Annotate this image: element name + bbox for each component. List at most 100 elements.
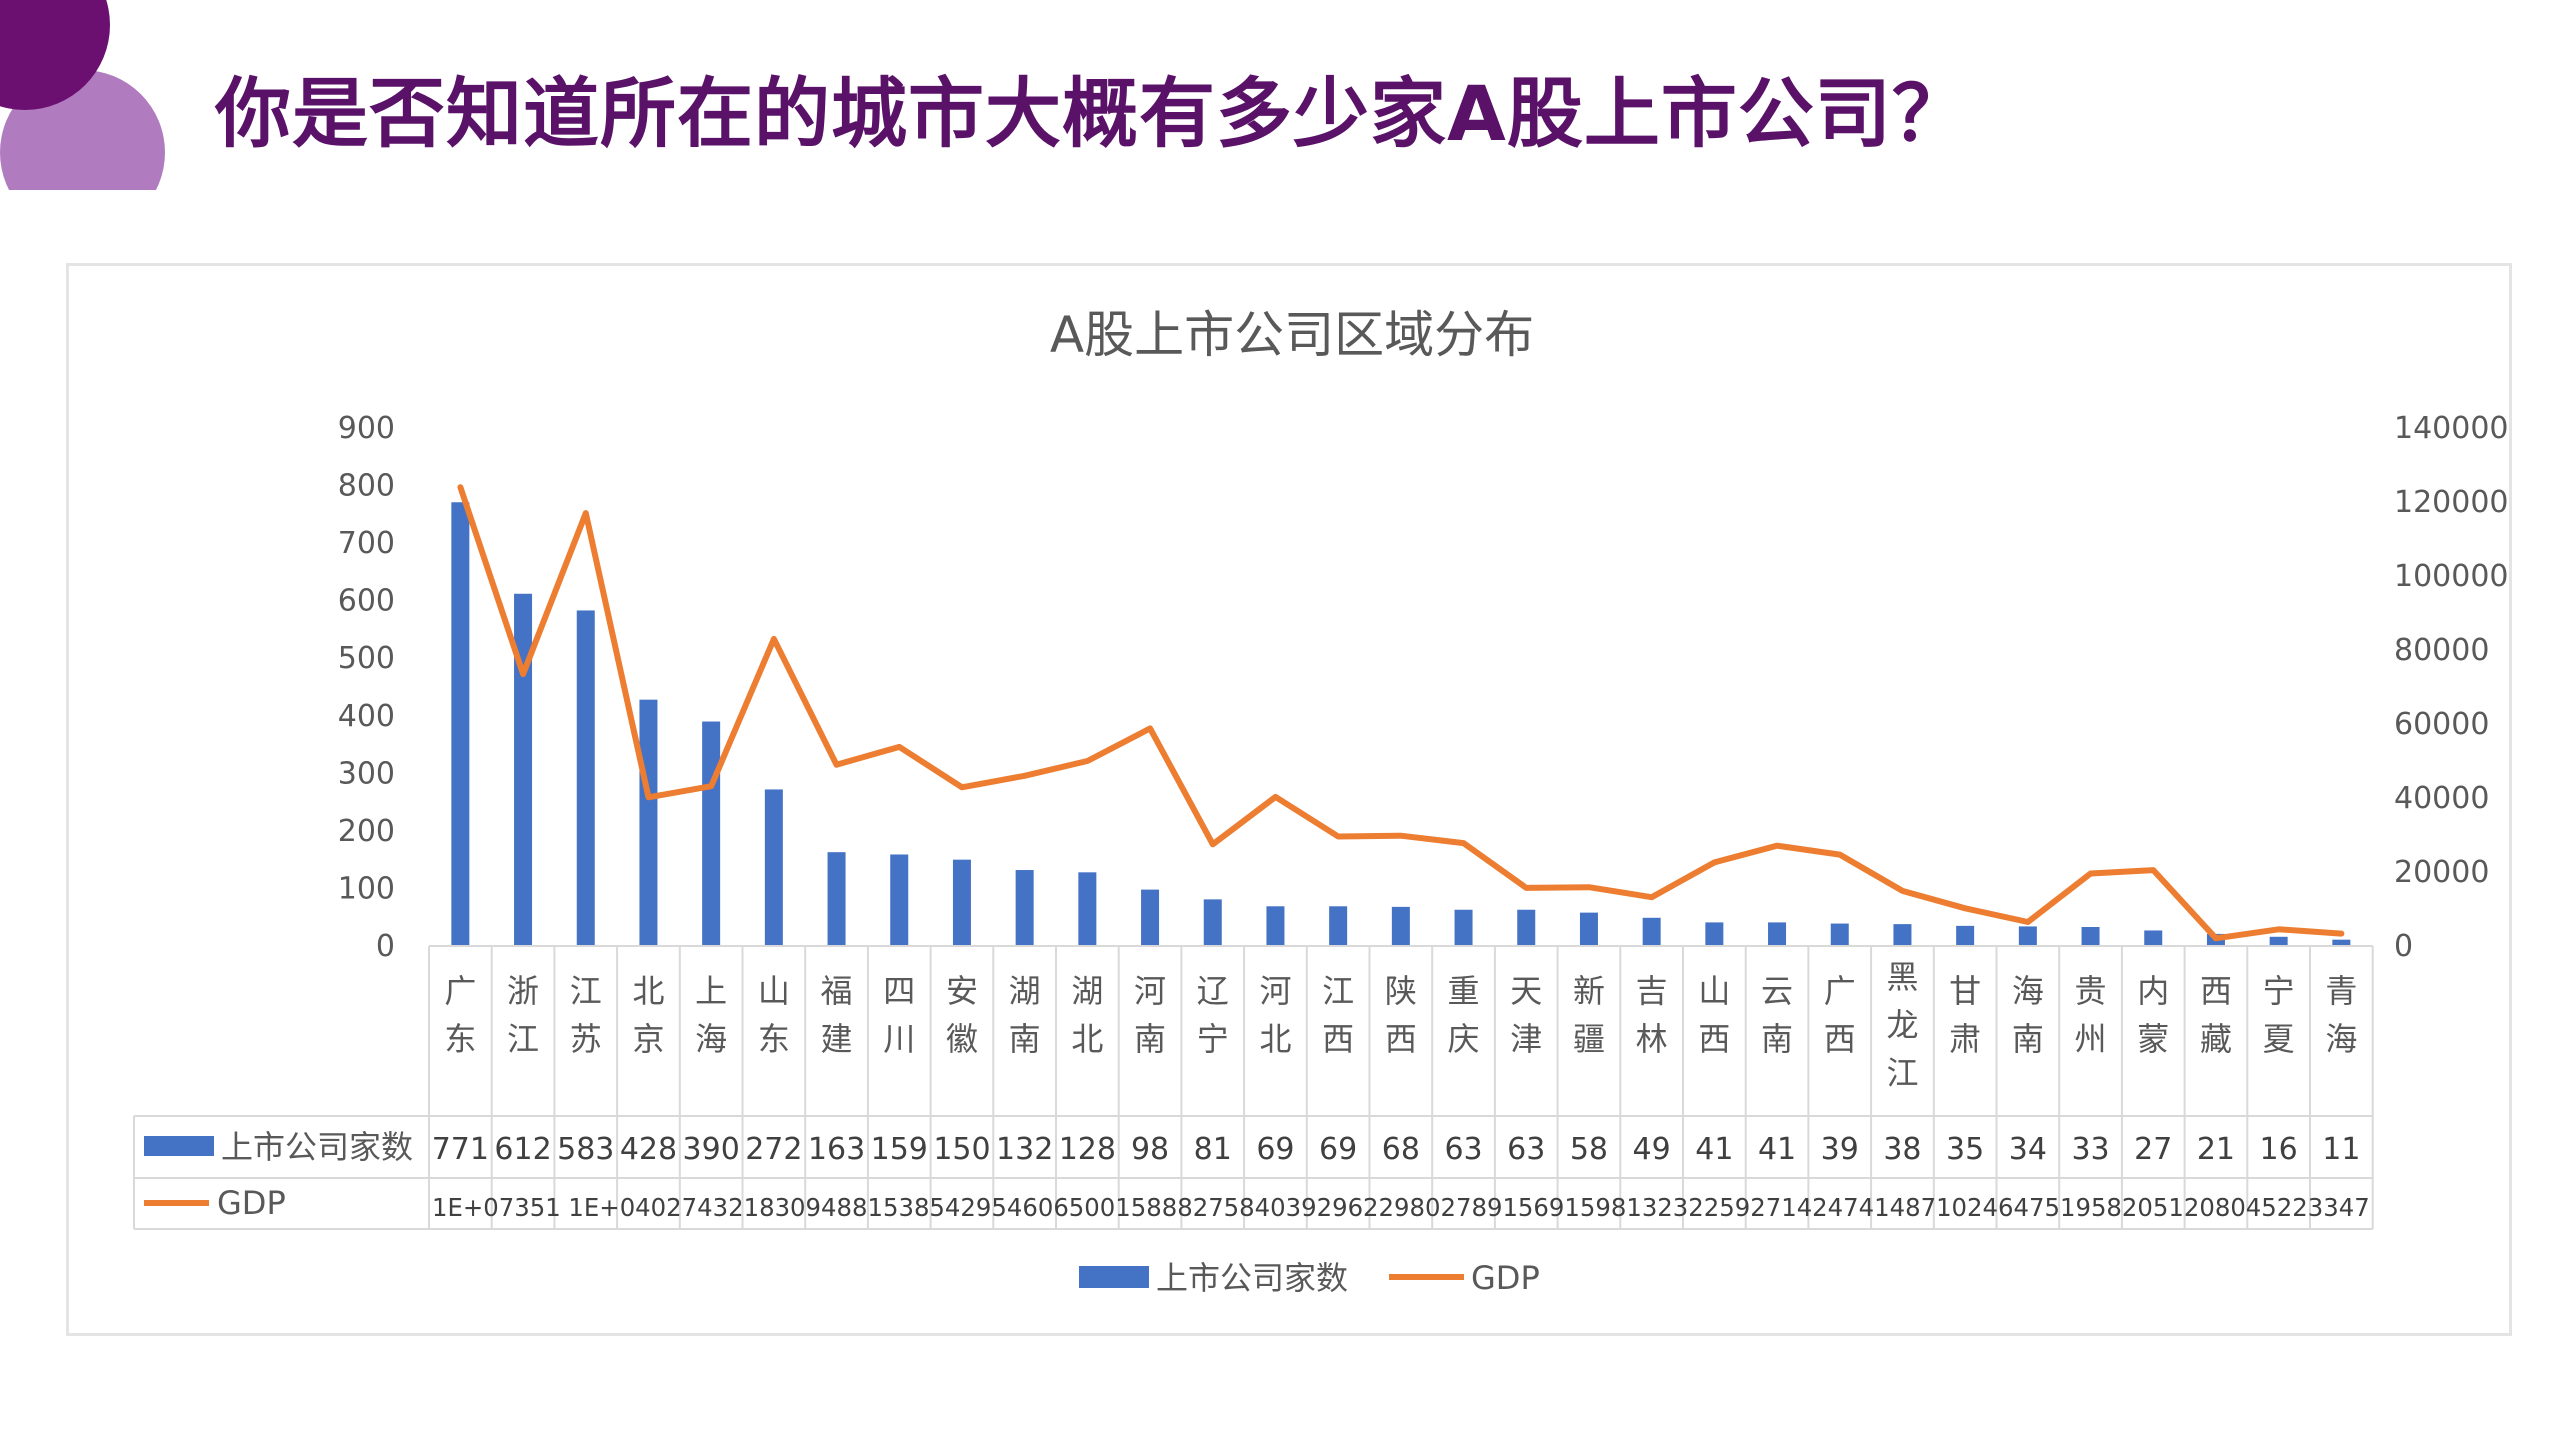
bar — [2144, 930, 2163, 946]
gdp-line — [457, 484, 2345, 942]
line-series — [457, 484, 2345, 942]
bar — [1642, 917, 1661, 946]
gdp-point — [1837, 852, 1842, 857]
gdp-point — [959, 785, 964, 790]
table-row-header: GDP — [217, 1184, 286, 1222]
gdp-point — [1586, 885, 1591, 890]
table-cell: 49 — [1633, 1132, 1671, 1167]
table-cell: 69 — [1319, 1132, 1357, 1167]
bar — [1078, 872, 1097, 946]
category-label: 江苏 — [570, 972, 602, 1058]
gdp-point — [771, 636, 776, 641]
table-cell: 11 — [2322, 1132, 2360, 1167]
category-label: 广西 — [1824, 972, 1856, 1058]
table-cell: 81 — [1194, 1132, 1232, 1167]
category-label: 湖北 — [1071, 972, 1103, 1058]
bar — [2332, 939, 2351, 946]
gdp-point — [2151, 868, 2156, 873]
table-cell: 41 — [1758, 1132, 1796, 1167]
category-label: 重庆 — [1448, 972, 1480, 1058]
gdp-point — [2213, 936, 2218, 941]
bar — [2018, 926, 2037, 946]
category-label: 辽宁 — [1197, 972, 1229, 1058]
gdp-point — [1649, 895, 1654, 900]
gdp-point — [1712, 860, 1717, 865]
gdp-point — [1210, 842, 1215, 847]
table-row-header: 上市公司家数 — [221, 1128, 413, 1166]
category-label: 北京 — [632, 972, 664, 1058]
category-label: 上海 — [695, 972, 727, 1058]
bar — [890, 854, 909, 946]
gdp-point — [521, 672, 526, 677]
right-tick-label: 100000 — [2394, 559, 2509, 594]
table-legend-bar-swatch — [144, 1136, 214, 1156]
category-label: 海南 — [2012, 972, 2044, 1058]
bar — [451, 502, 470, 946]
legend-label: 上市公司家数 — [1156, 1259, 1348, 1297]
bar — [1830, 923, 1849, 946]
bar — [1768, 922, 1787, 946]
table-cell: 98 — [1131, 1132, 1169, 1167]
gdp-point — [2025, 920, 2030, 925]
category-label: 贵州 — [2075, 972, 2107, 1058]
category-label: 天津 — [1510, 972, 1542, 1058]
gdp-point — [1524, 885, 1529, 890]
category-label: 云南 — [1761, 972, 1793, 1058]
gdp-point — [2088, 871, 2093, 876]
category-label: 黑龙江 — [1886, 958, 1918, 1092]
gdp-point — [583, 511, 588, 516]
gdp-point — [1775, 843, 1780, 848]
bar — [576, 610, 595, 946]
left-tick-label: 300 — [338, 756, 395, 791]
bar — [1893, 924, 1912, 946]
category-label: 内蒙 — [2137, 972, 2169, 1058]
bar — [1579, 912, 1598, 946]
gdp-point — [1398, 833, 1403, 838]
table-cell: 35 — [1946, 1132, 1984, 1167]
bar — [639, 699, 658, 946]
gdp-point — [1085, 759, 1090, 763]
table-cell: 27 — [2134, 1132, 2172, 1167]
table-cell: 428 — [620, 1132, 677, 1167]
table-cell: 33 — [2071, 1132, 2109, 1167]
table-cell: 390 — [683, 1132, 740, 1167]
left-tick-label: 0 — [376, 929, 395, 964]
bar — [952, 859, 971, 946]
gdp-point — [2339, 931, 2344, 936]
table-cell: 150 — [933, 1132, 990, 1167]
category-label: 广东 — [444, 972, 476, 1058]
right-tick-label: 140000 — [2394, 411, 2509, 446]
left-tick-label: 900 — [338, 411, 395, 446]
bar — [1705, 922, 1724, 946]
table-cell: 132 — [996, 1132, 1053, 1167]
table-cell: 583 — [557, 1132, 614, 1167]
bar — [1391, 906, 1410, 946]
left-tick-label: 700 — [338, 526, 395, 561]
gdp-point — [1022, 773, 1027, 778]
left-tick-label: 100 — [338, 871, 395, 906]
table-cell: 272 — [745, 1132, 802, 1167]
category-label: 江西 — [1322, 972, 1354, 1058]
legend-bar-swatch — [1079, 1266, 1149, 1288]
right-tick-label: 20000 — [2394, 855, 2489, 890]
gdp-point — [1900, 888, 1905, 893]
bar — [764, 789, 783, 946]
category-label: 新疆 — [1573, 972, 1605, 1058]
bar — [2269, 936, 2288, 946]
table-cell: 128 — [1059, 1132, 1116, 1167]
right-tick-label: 120000 — [2394, 485, 2509, 520]
bar — [827, 852, 846, 946]
table-cell: 34 — [2009, 1132, 2047, 1167]
table-cell: 63 — [1444, 1132, 1482, 1167]
bar — [1517, 909, 1536, 946]
table-cell: 163 — [808, 1132, 865, 1167]
category-label: 山西 — [1698, 972, 1730, 1058]
gdp-point — [834, 762, 839, 767]
table-cell: 159 — [871, 1132, 928, 1167]
bar — [1015, 870, 1034, 946]
bar — [1266, 906, 1285, 946]
table-cell: 68 — [1382, 1132, 1420, 1167]
gdp-point — [2276, 927, 2281, 932]
left-tick-label: 800 — [338, 469, 395, 504]
category-label: 甘肃 — [1949, 972, 1981, 1058]
